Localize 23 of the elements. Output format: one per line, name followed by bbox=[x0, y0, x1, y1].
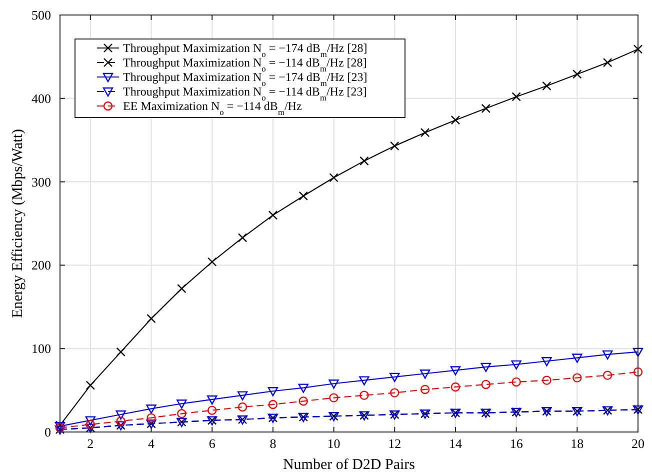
y-tick-label: 400 bbox=[32, 90, 51, 106]
x-tick-label: 12 bbox=[388, 436, 402, 451]
legend-label: Throughput Maximization N$_{o}$ = −174 dB$_{m}$/Hz [28] bbox=[123, 41, 368, 58]
x-axis-title: Number of D2D Pairs bbox=[282, 457, 416, 473]
x-tick-label: 18 bbox=[570, 436, 584, 451]
y-tick-label: 500 bbox=[32, 8, 51, 22]
x-tick-label: 2 bbox=[87, 436, 94, 451]
y-axis-title: Energy Efficiency (Mbps/Watt) bbox=[10, 128, 26, 318]
legend-label: Throughput Maximization N$_{o}$ = −114 dB$_{m}$/Hz [28] bbox=[123, 56, 367, 73]
x-tick-label: 16 bbox=[510, 436, 524, 451]
y-tick-label: 100 bbox=[32, 341, 51, 356]
x-tick-label: 20 bbox=[632, 436, 644, 451]
x-tick-label: 6 bbox=[208, 436, 216, 451]
x-tick-label: 14 bbox=[448, 436, 462, 451]
y-tick-label: 300 bbox=[32, 174, 51, 190]
x-tick-label: 4 bbox=[148, 436, 156, 451]
x-tick-label: 10 bbox=[327, 436, 340, 451]
y-tick-label: 0 bbox=[44, 424, 51, 440]
y-tick-label: 200 bbox=[32, 258, 51, 273]
legend-label: EE Maximization N$_{o}$ = −114 dB$_{m}$/Hz bbox=[123, 99, 302, 116]
legend-label: Throughput Maximization N$_{o}$ = −174 dB$_{m}$/Hz [23] bbox=[123, 70, 368, 88]
x-tick-label: 8 bbox=[270, 436, 276, 451]
legend-label: Throughput Maximization N$_{o}$ = −114 dB$_{m}$/Hz [23] bbox=[123, 84, 367, 102]
